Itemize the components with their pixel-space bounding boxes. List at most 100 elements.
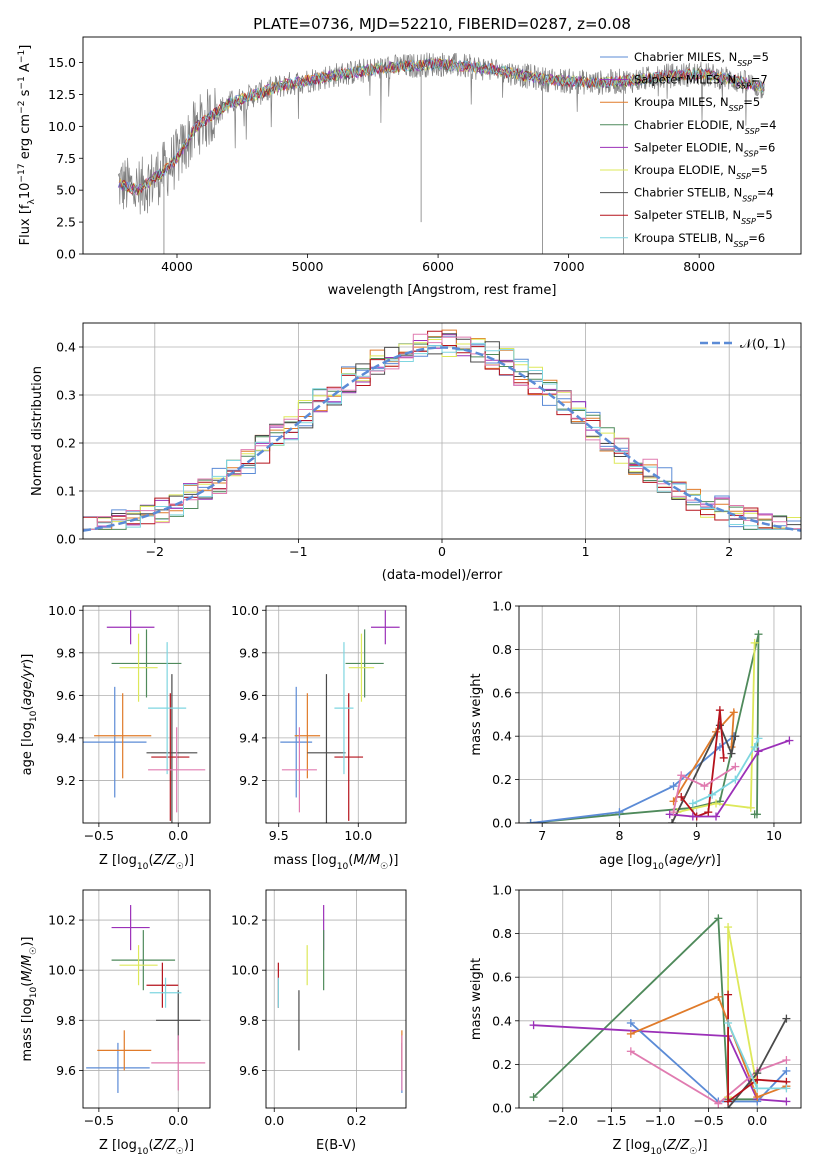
panel-6: −0.5 0.09.69.810.010.2Z [log10(Z/Z☉)]mass…	[20, 889, 211, 1157]
panel-4: 9.5 10.0 9.2 9.4 9.6 9.8 10.0 mass [log10(M/M☉)…	[231, 603, 407, 872]
legend-entry: Chabrier STELIB, NSSP=4	[634, 186, 774, 204]
legend-text: =5	[743, 95, 760, 109]
y-tick-label: 9.4	[56, 730, 76, 745]
label-part: −1	[17, 76, 27, 89]
x-axis-label: mass [log10(M/M☉)]	[274, 853, 399, 872]
legend-text: =4	[757, 186, 774, 200]
y-tick-label: 15.0	[48, 55, 76, 70]
legend-text: =5	[756, 208, 773, 222]
legend-text: =4	[760, 118, 777, 132]
label-part: (	[148, 853, 153, 868]
y-tick-label: 5.0	[56, 183, 76, 198]
label-part: M/M	[353, 853, 380, 868]
series-line	[677, 642, 756, 813]
x-tick-label: 2	[725, 544, 733, 559]
legend-text: Salpeter STELIB, N	[634, 208, 741, 222]
y-tick-label: 9.8	[239, 645, 259, 660]
x-tick-label: −1.5	[596, 1113, 626, 1128]
y-tick-label: 2.5	[56, 215, 76, 230]
axes-frame	[82, 36, 802, 255]
label-part: 10	[18, 183, 33, 200]
y-tick-label: 10.0	[231, 603, 259, 618]
x-tick-label: 0.0	[264, 1113, 284, 1128]
label-part: (	[148, 1138, 153, 1153]
legend-text: =5	[751, 163, 768, 177]
x-tick-label: 6000	[422, 259, 454, 274]
y-tick-label: 1.0	[492, 599, 512, 614]
x-tick-label: −0.5	[693, 1113, 723, 1128]
y-tick-label: 0.2	[56, 436, 76, 451]
y-tick-label: 9.6	[56, 1063, 76, 1078]
legend-sub: SSP	[745, 126, 760, 135]
label-part: mass [log	[20, 998, 35, 1061]
x-axis-label: Z [log10(Z/Z☉)]	[612, 1138, 707, 1157]
y-tick-label: 10.2	[231, 913, 259, 928]
label-part: ☉	[176, 862, 184, 872]
x-tick-label: 10	[766, 828, 782, 843]
label-part: −2	[17, 101, 27, 114]
y-tick-label: 9.2	[239, 773, 259, 788]
label-part: mass [log	[274, 853, 337, 868]
legend-entry: Chabrier ELODIE, NSSP=4	[634, 118, 776, 136]
y-axis-label: mass weight	[469, 673, 484, 755]
y-tick-label: 0.6	[492, 970, 512, 985]
x-axis-label: age [log10(age/yr)]	[599, 853, 721, 872]
x-axis-label: (data-model)/error	[382, 568, 503, 583]
label-part: 10	[29, 987, 39, 999]
legend-sub: SSP	[736, 172, 751, 181]
label-part: 10	[652, 862, 664, 872]
label-part: ☉	[176, 1147, 184, 1157]
label-part: )]	[20, 937, 35, 947]
x-tick-label: 0.0	[168, 1113, 188, 1128]
x-axis-label: E(B-V)	[316, 1138, 356, 1153]
y-axis-label: mass [log10(M/M☉)]	[20, 937, 39, 1062]
x-tick-label: 10.0	[344, 828, 372, 843]
panel-1: 4000 5000 6000 7000 8000 0.0 2.5 5.0 7.5 10.0 12.5…	[17, 36, 802, 298]
legend-text: =6	[758, 140, 775, 154]
x-tick-label: 8	[615, 828, 623, 843]
legend-sub: SSP	[744, 149, 759, 158]
series-line	[671, 723, 737, 823]
label-part: 10	[137, 862, 149, 872]
y-tick-label: 9.4	[239, 730, 259, 745]
x-tick-label: 0	[438, 544, 446, 559]
series-line	[630, 1050, 787, 1105]
series-line	[680, 710, 725, 818]
plot-area	[117, 52, 765, 254]
label-part: 10	[137, 1147, 149, 1157]
x-tick-label: −1	[289, 544, 307, 559]
plot-area	[266, 606, 406, 823]
label-part: )]	[184, 1138, 194, 1153]
residual-histogram	[83, 333, 801, 530]
legend-sub: SSP	[742, 194, 757, 203]
legend-text: =7	[751, 73, 768, 87]
legend-entry: Salpeter ELODIE, NSSP=6	[634, 140, 775, 158]
legend-text: Salpeter ELODIE, N	[634, 140, 744, 154]
axes-frame	[82, 322, 802, 540]
label-part: (	[20, 982, 35, 987]
y-tick-label: 9.6	[56, 688, 76, 703]
y-tick-label: 9.6	[239, 688, 259, 703]
x-tick-label: 5000	[292, 259, 324, 274]
y-tick-label: 9.2	[56, 773, 76, 788]
legend-sub: SSP	[741, 217, 756, 226]
x-tick-label: 0.0	[168, 828, 188, 843]
legend-text: Chabrier STELIB, N	[634, 186, 742, 200]
x-tick-label: −2	[146, 544, 164, 559]
plot-area	[83, 606, 210, 823]
legend-text: Chabrier ELODIE, N	[634, 118, 745, 132]
label-part: M/M	[20, 955, 35, 982]
panel-8: −2.0 −1.5 −1.0 −0.5 0.0 0.0 0.2 0.4 0.6 0.8 1.0 mas…	[469, 883, 802, 1157]
y-tick-label: 0.4	[492, 1013, 512, 1028]
y-tick-label: 0.3	[56, 388, 76, 403]
label-part: )]	[20, 654, 35, 664]
legend-entry: 𝒩(0, 1)	[740, 336, 786, 351]
legend-sub: SSP	[734, 239, 749, 248]
y-tick-label: 0.8	[492, 926, 512, 941]
label-part: )]	[697, 1138, 707, 1153]
y-tick-label: 10.0	[231, 963, 259, 978]
figure-title: PLATE=0736, MJD=52210, FIBERID=0287, z=0…	[253, 15, 631, 33]
label-part: age/yr	[20, 662, 35, 705]
y-tick-label: 0.1	[56, 484, 76, 499]
plot-area	[519, 890, 801, 1108]
